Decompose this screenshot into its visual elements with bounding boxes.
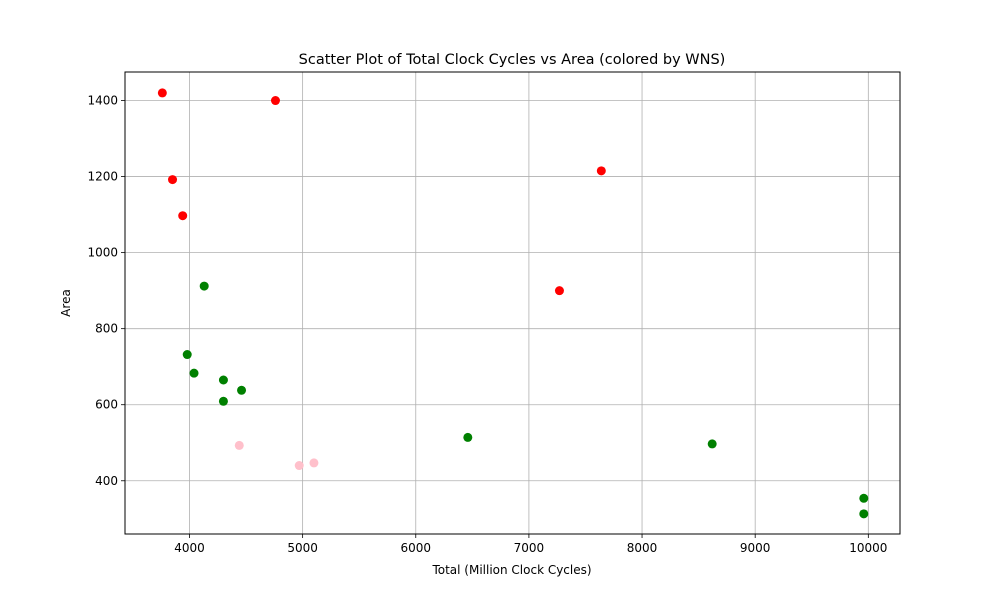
data-point <box>168 175 178 185</box>
axis-ticks: 4000 5000 6000 7000 8000 9000 10000 400 600 800 10… <box>87 94 887 555</box>
data-point <box>859 493 869 503</box>
x-tick-label: 9000 <box>740 541 771 555</box>
data-point <box>178 211 188 221</box>
x-tick-label: 5000 <box>287 541 318 555</box>
x-tick-label: 6000 <box>400 541 431 555</box>
x-axis-label: Total (Million Clock Cycles) <box>431 563 591 577</box>
x-tick-label: 8000 <box>627 541 658 555</box>
data-point <box>707 439 717 449</box>
data-point <box>234 440 244 450</box>
data-point <box>294 461 304 471</box>
y-tick-label: 800 <box>95 322 118 336</box>
data-point <box>596 166 606 176</box>
x-tick-label: 10000 <box>849 541 887 555</box>
data-point <box>189 368 199 378</box>
data-points <box>157 88 869 519</box>
y-tick-label: 1200 <box>87 170 118 184</box>
y-tick-label: 600 <box>95 398 118 412</box>
data-point <box>859 509 869 519</box>
y-tick-label: 1400 <box>87 94 118 108</box>
data-point <box>157 88 167 98</box>
data-point <box>218 375 228 385</box>
y-tick-label: 1000 <box>87 246 118 260</box>
grid <box>125 72 900 534</box>
data-point <box>237 385 247 395</box>
data-point <box>463 432 473 442</box>
chart-title: Scatter Plot of Total Clock Cycles vs Ar… <box>299 52 726 68</box>
x-tick-label: 7000 <box>514 541 545 555</box>
x-tick-label: 4000 <box>174 541 205 555</box>
data-point <box>309 458 319 468</box>
data-point <box>554 286 564 296</box>
y-tick-label: 400 <box>95 474 118 488</box>
data-point <box>270 96 280 106</box>
plot-frame <box>124 71 901 535</box>
data-point <box>199 281 209 291</box>
data-point <box>218 396 228 406</box>
y-axis-label: Area <box>59 289 73 317</box>
data-point <box>182 350 192 360</box>
